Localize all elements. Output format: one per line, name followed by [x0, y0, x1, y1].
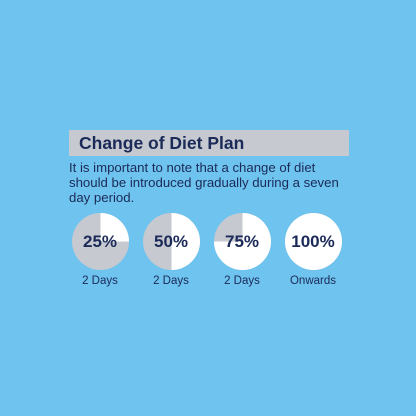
- pie-chart-icon: [213, 213, 271, 270]
- pie-chart-icon: [142, 213, 200, 270]
- pie-chart-icon: [284, 213, 342, 270]
- stage-3: 75% 2 Days: [212, 213, 272, 287]
- stage-2: 50% 2 Days: [141, 213, 201, 287]
- pie-fill-slice: [284, 213, 342, 270]
- stage-1: 25% 2 Days: [70, 213, 130, 287]
- pie-fill-slice: [171, 213, 200, 270]
- stage-4: 100% Onwards: [283, 213, 343, 287]
- title-bar: Change of Diet Plan: [69, 130, 349, 156]
- duration-label: 2 Days: [224, 275, 260, 287]
- duration-label: 2 Days: [153, 275, 189, 287]
- description-text: It is important to note that a change of…: [69, 160, 339, 206]
- pie-fill-slice: [100, 213, 129, 242]
- page-title: Change of Diet Plan: [79, 132, 245, 153]
- pie-chart-icon: [71, 213, 129, 270]
- pie-fill-slice: [213, 213, 271, 270]
- duration-label: Onwards: [289, 275, 337, 287]
- duration-label: 2 Days: [82, 275, 118, 287]
